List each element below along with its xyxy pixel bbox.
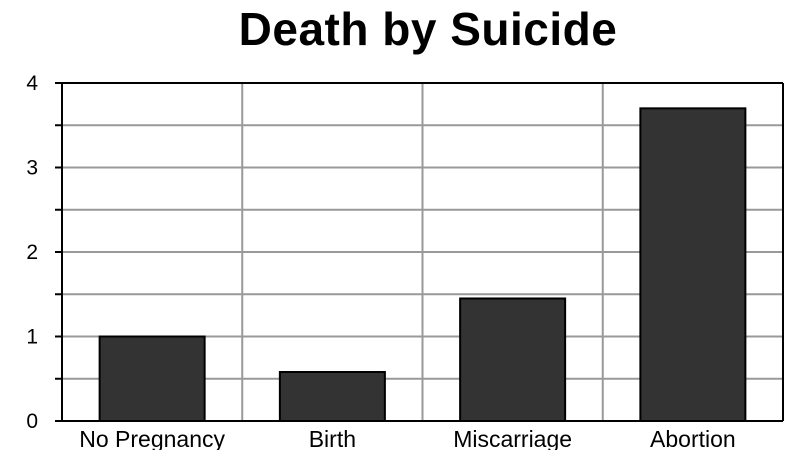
x-tick-label: Abortion [650, 426, 736, 450]
y-tick-labels: 0 1 2 3 4 [26, 72, 38, 433]
y-tick-label: 2 [26, 241, 38, 264]
bars [98, 107, 747, 423]
chart-title: Death by Suicide [238, 3, 618, 55]
bar-miscarriage [459, 297, 567, 423]
y-tick-label: 4 [26, 72, 38, 95]
y-tick-label: 1 [26, 326, 38, 349]
y-tick-label: 0 [26, 410, 38, 433]
y-tick-label: 3 [26, 157, 38, 180]
bar-abortion [639, 107, 747, 422]
x-tick-label: Miscarriage [453, 426, 572, 450]
plot-frame [55, 82, 784, 422]
bar-birth [278, 370, 386, 422]
x-tick-label: No Pregnancy [79, 426, 225, 450]
x-tick-labels: No Pregnancy Birth Miscarriage Abortion [79, 426, 735, 450]
bar-no-pregnancy [98, 335, 206, 422]
x-tick-label: Birth [309, 426, 356, 450]
